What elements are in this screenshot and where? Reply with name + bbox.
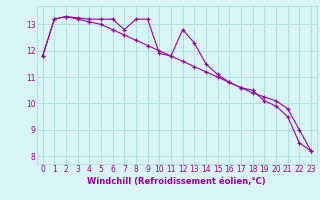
X-axis label: Windchill (Refroidissement éolien,°C): Windchill (Refroidissement éolien,°C)	[87, 177, 266, 186]
